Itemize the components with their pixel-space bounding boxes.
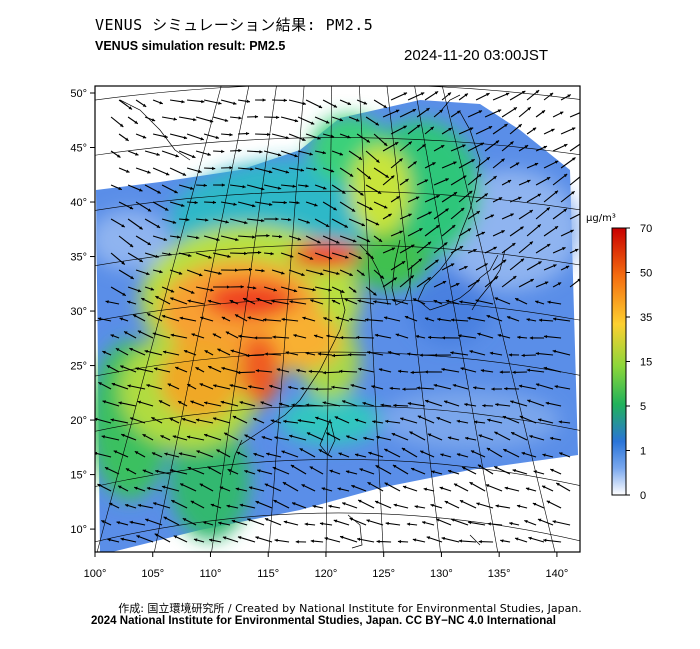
- legend-tick-label: 70: [640, 223, 652, 235]
- legend-tick-label: 35: [640, 312, 652, 324]
- coastlines: [119, 94, 506, 549]
- legend-tick-label: 0: [640, 490, 646, 502]
- legend-tick-label: 1: [640, 446, 646, 458]
- colorbar: [611, 227, 627, 496]
- legend-tick-label: 15: [640, 357, 652, 369]
- copyright-text: 2024 National Institute for Environmenta…: [91, 615, 556, 627]
- latitude-tick-label: 25°: [70, 361, 87, 373]
- longitude-tick-label: 100°: [84, 568, 107, 580]
- latitude-tick-label: 50°: [70, 88, 87, 100]
- longitude-tick-label: 140°: [546, 568, 569, 580]
- graticule: [95, 86, 580, 552]
- latitude-tick-label: 10°: [70, 524, 87, 536]
- longitude-tick-label: 115°: [257, 568, 279, 580]
- latitude-tick-label: 30°: [70, 306, 87, 318]
- latitude-tick-label: 35°: [70, 252, 87, 264]
- map-title-en: VENUS simulation result: PM2.5: [95, 39, 286, 53]
- map-title-jp: VENUS シミュレーション結果: PM2.5: [95, 16, 374, 34]
- longitude-tick-label: 130°: [430, 568, 453, 580]
- longitude-tick-label: 125°: [372, 568, 395, 580]
- longitude-tick-label: 110°: [200, 568, 222, 580]
- longitude-tick-label: 120°: [315, 568, 338, 580]
- concentration-field: [95, 115, 580, 540]
- latitude-tick-label: 20°: [70, 415, 87, 427]
- longitude-tick-label: 105°: [141, 568, 164, 580]
- latitude-tick-label: 15°: [70, 470, 87, 482]
- legend-tick-label: 5: [640, 401, 646, 413]
- latitude-tick-label: 40°: [70, 197, 87, 209]
- wind-vectors: [95, 89, 580, 544]
- latitude-tick-label: 45°: [70, 143, 87, 155]
- forecast-timestamp: 2024-11-20 03:00JST: [404, 47, 548, 64]
- map-frame: [94, 85, 581, 553]
- credit-text: 作成: 国立環境研究所 / Created by National Instit…: [118, 602, 582, 615]
- legend-unit: μg/m³: [586, 213, 616, 224]
- legend-tick-label: 50: [640, 268, 652, 280]
- longitude-tick-label: 135°: [488, 568, 511, 580]
